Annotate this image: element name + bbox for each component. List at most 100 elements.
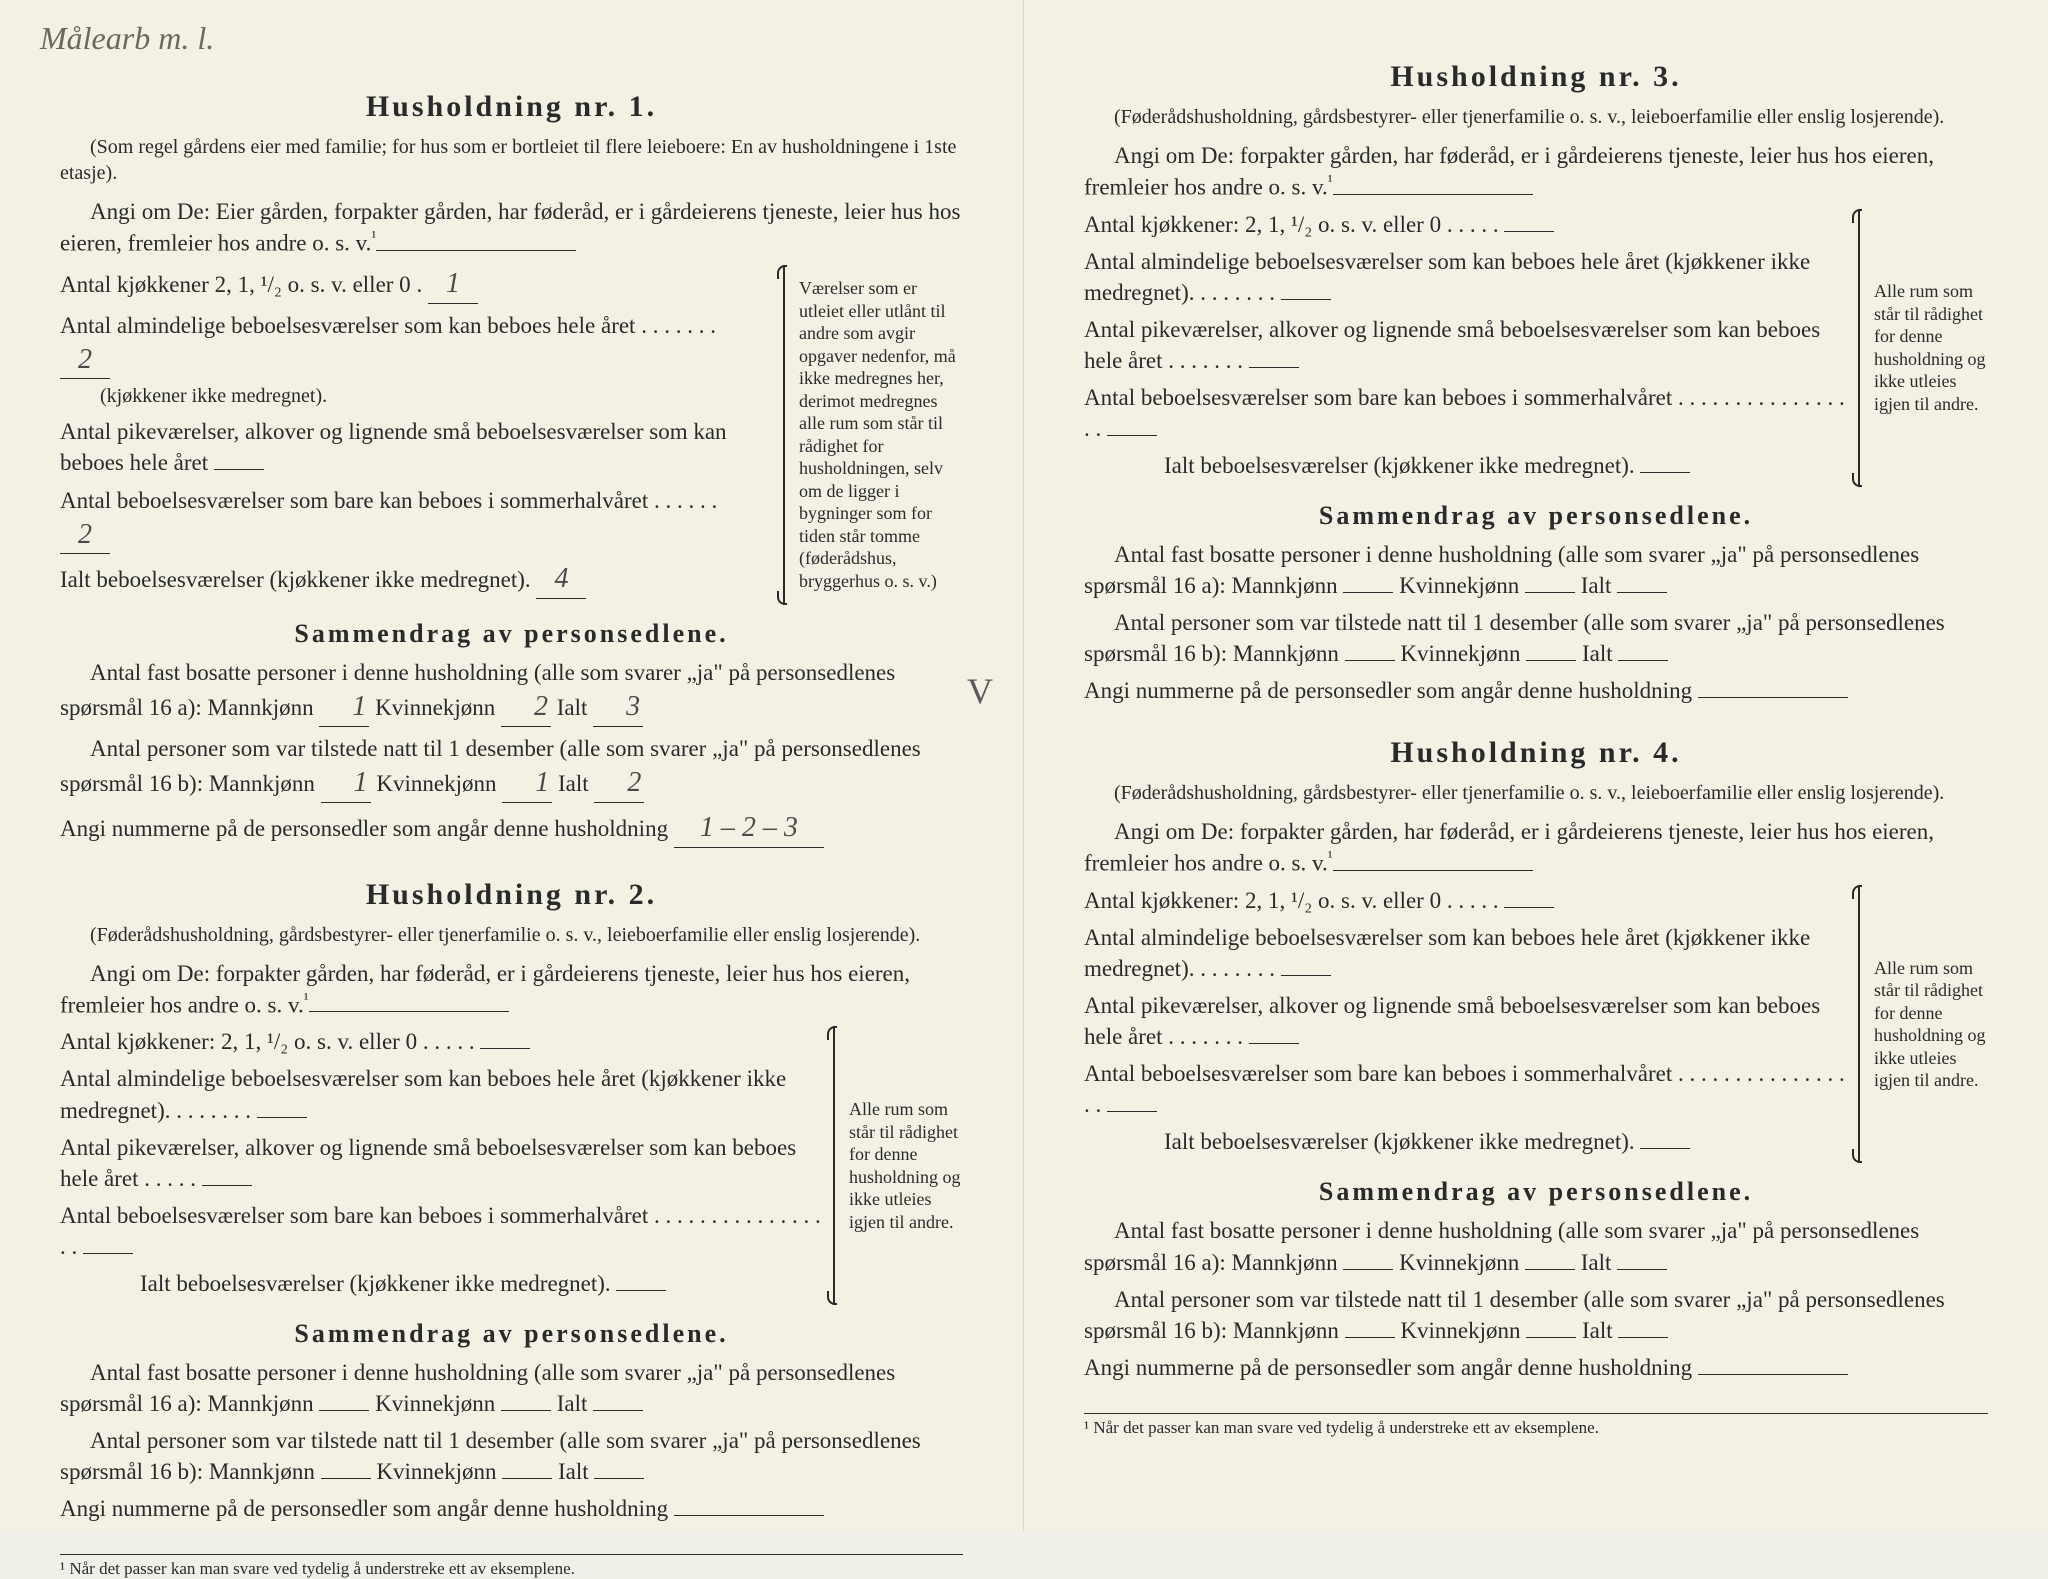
household-3-title: Husholdning nr. 3. [1084, 60, 1988, 94]
angi-text-2: Angi om De: forpakter gården, har føderå… [60, 961, 910, 1018]
almindelige-label: Antal almindelige beboelsesværelser som … [60, 313, 635, 338]
ialt-a-label-2: Ialt [557, 1391, 588, 1416]
ialt-label-3: Ialt beboelsesværelser (kjøkkener ikke m… [1164, 453, 1635, 478]
almindelige-label-2: Antal almindelige beboelsesværelser som … [60, 1066, 786, 1122]
sommer-val: 2 [60, 516, 110, 555]
kjokken-label: Antal kjøkkener 2, 1, ¹/₂ o. s. v. eller… [60, 272, 411, 297]
row-pike-3: Antal pikeværelser, alkover og lignende … [1084, 314, 1846, 376]
ialt-val: 4 [536, 560, 586, 599]
household-2-rooms: Antal kjøkkener: 2, 1, ¹/₂ o. s. v. elle… [60, 1026, 963, 1304]
household-1-angi: Angi om De: Eier gården, forpakter gårde… [60, 196, 963, 259]
angi-text: Angi om De: Eier gården, forpakter gårde… [60, 199, 960, 256]
line-16a-1: Antal fast bosatte personer i denne hush… [60, 657, 963, 727]
household-2: Husholdning nr. 2. (Føderådshusholdning,… [60, 878, 963, 1524]
sup-2: ¹ [304, 991, 309, 1008]
sammendrag-4-title: Sammendrag av personsedlene. [1084, 1177, 1988, 1207]
bracket-text-3: Alle rum som står til rådighet for denne… [1874, 280, 1988, 415]
row-ialt-4: Ialt beboelsesværelser (kjøkkener ikke m… [1084, 1126, 1846, 1157]
kjokken-val-4 [1504, 907, 1554, 908]
nummerne-label-3: Angi nummerne på de personsedler som ang… [1084, 678, 1692, 703]
almindelige-val-3 [1281, 299, 1331, 300]
line-16b-4: Antal personer som var tilstede natt til… [1084, 1284, 1988, 1346]
nummerne-label-4: Angi nummerne på de personsedler som ang… [1084, 1355, 1692, 1380]
household-4-rooms: Antal kjøkkener: 2, 1, ¹/₂ o. s. v. elle… [1084, 885, 1988, 1163]
kvinne-a-3 [1525, 592, 1575, 593]
row-almindelige-4: Antal almindelige beboelsesværelser som … [1084, 922, 1846, 984]
checkmark-v: V [937, 667, 993, 716]
angi-text-3: Angi om De: forpakter gården, har føderå… [1084, 143, 1934, 200]
row-pike-2: Antal pikeværelser, alkover og lignende … [60, 1132, 821, 1194]
bracket-text: Værelser som er utleiet eller utlånt til… [799, 277, 963, 592]
household-2-subtitle: (Føderådshusholdning, gårdsbestyrer- ell… [60, 922, 963, 948]
nummerne-3: Angi nummerne på de personsedler som ang… [1084, 675, 1988, 706]
ialt-a-2 [593, 1410, 643, 1411]
ialt-a-label-3: Ialt [1581, 573, 1612, 598]
ialt-label: Ialt beboelsesværelser (kjøkkener ikke m… [60, 567, 531, 592]
pike-label-4: Antal pikeværelser, alkover og lignende … [1084, 993, 1820, 1049]
footnote-left: ¹ Når det passer kan man svare ved tydel… [60, 1554, 963, 1579]
household-4-angi: Angi om De: forpakter gården, har føderå… [1084, 816, 1988, 879]
kvinne-a-4 [1525, 1269, 1575, 1270]
row-pike-4: Antal pikeværelser, alkover og lignende … [1084, 990, 1846, 1052]
pike-val-3 [1249, 367, 1299, 368]
ialt-a: 3 [593, 688, 643, 727]
nummerne-val-3 [1698, 697, 1848, 698]
kjokken-val-2 [480, 1048, 530, 1049]
row-sommer: Antal beboelsesværelser som bare kan beb… [60, 485, 771, 555]
angi-fill-2 [309, 1011, 509, 1012]
household-2-angi: Angi om De: forpakter gården, har føderå… [60, 958, 963, 1021]
sommer-label: Antal beboelsesværelser som bare kan beb… [60, 488, 648, 513]
household-4-subtitle: (Føderådshusholdning, gårdsbestyrer- ell… [1084, 780, 1988, 806]
row-ialt-3: Ialt beboelsesværelser (kjøkkener ikke m… [1084, 450, 1846, 481]
mann-a-2 [319, 1410, 369, 1411]
kvinne-label-a-3: Kvinnekjønn [1399, 573, 1519, 598]
almindelige-label-3: Antal almindelige beboelsesværelser som … [1084, 249, 1810, 305]
nummerne-label-2: Angi nummerne på de personsedler som ang… [60, 1496, 668, 1521]
angi-fill-3 [1333, 194, 1533, 195]
household-1: Husholdning nr. 1. (Som regel gårdens ei… [60, 90, 963, 848]
ialt-b: 2 [594, 764, 644, 803]
sup-1: ¹ [371, 229, 376, 246]
ialt-a-label-4: Ialt [1581, 1250, 1612, 1275]
row-pike: Antal pikeværelser, alkover og lignende … [60, 416, 771, 478]
kjokken-val-3 [1504, 231, 1554, 232]
row-ialt-2: Ialt beboelsesværelser (kjøkkener ikke m… [60, 1268, 821, 1299]
row-kjokken-3: Antal kjøkkener: 2, 1, ¹/₂ o. s. v. elle… [1084, 209, 1846, 240]
household-4: Husholdning nr. 4. (Føderådshusholdning,… [1084, 736, 1988, 1382]
mann-b: 1 [321, 764, 371, 803]
ialt-b-label: Ialt [558, 771, 589, 796]
nummerne-4: Angi nummerne på de personsedler som ang… [1084, 1352, 1988, 1383]
ialt-b-4 [1618, 1337, 1668, 1338]
angi-text-4: Angi om De: forpakter gården, har føderå… [1084, 819, 1934, 876]
line-16b-2: Antal personer som var tilstede natt til… [60, 1425, 963, 1487]
kvinne-b-2 [502, 1478, 552, 1479]
handwriting-annotation: Målearb m. l. [40, 20, 214, 57]
mann-a-4 [1343, 1269, 1393, 1270]
bracket-text-4: Alle rum som står til rådighet for denne… [1874, 957, 1988, 1092]
household-3-rooms: Antal kjøkkener: 2, 1, ¹/₂ o. s. v. elle… [1084, 209, 1988, 487]
row-sommer-3: Antal beboelsesværelser som bare kan beb… [1084, 382, 1846, 444]
angi-fill [376, 250, 576, 251]
kvinne-label-b-3: Kvinnekjønn [1400, 641, 1520, 666]
page-right: Husholdning nr. 3. (Føderådshusholdning,… [1024, 0, 2048, 1531]
nummerne-label: Angi nummerne på de personsedler som ang… [60, 816, 668, 841]
row-almindelige-3: Antal almindelige beboelsesværelser som … [1084, 246, 1846, 308]
pike-label-3: Antal pikeværelser, alkover og lignende … [1084, 317, 1820, 373]
kvinne-a-2 [501, 1410, 551, 1411]
ialt-a-3 [1617, 592, 1667, 593]
line-16a-4: Antal fast bosatte personer i denne hush… [1084, 1215, 1988, 1277]
household-3: Husholdning nr. 3. (Føderådshusholdning,… [1084, 60, 1988, 706]
sup-4: ¹ [1328, 849, 1333, 866]
nummerne-2: Angi nummerne på de personsedler som ang… [60, 1493, 963, 1524]
household-1-rooms: Antal kjøkkener 2, 1, ¹/₂ o. s. v. eller… [60, 265, 963, 605]
line-16a-3: Antal fast bosatte personer i denne hush… [1084, 539, 1988, 601]
sammendrag-1-title: Sammendrag av personsedlene. [60, 619, 963, 649]
row-ialt: Ialt beboelsesværelser (kjøkkener ikke m… [60, 560, 771, 599]
ialt-b-3 [1618, 660, 1668, 661]
almindelige-val: 2 [60, 341, 110, 380]
ialt-b-2 [594, 1478, 644, 1479]
pike-label: Antal pikeværelser, alkover og lignende … [60, 419, 727, 475]
kvinne-label-a-2: Kvinnekjønn [375, 1391, 495, 1416]
sammendrag-3-title: Sammendrag av personsedlene. [1084, 501, 1988, 531]
ialt-a-4 [1617, 1269, 1667, 1270]
